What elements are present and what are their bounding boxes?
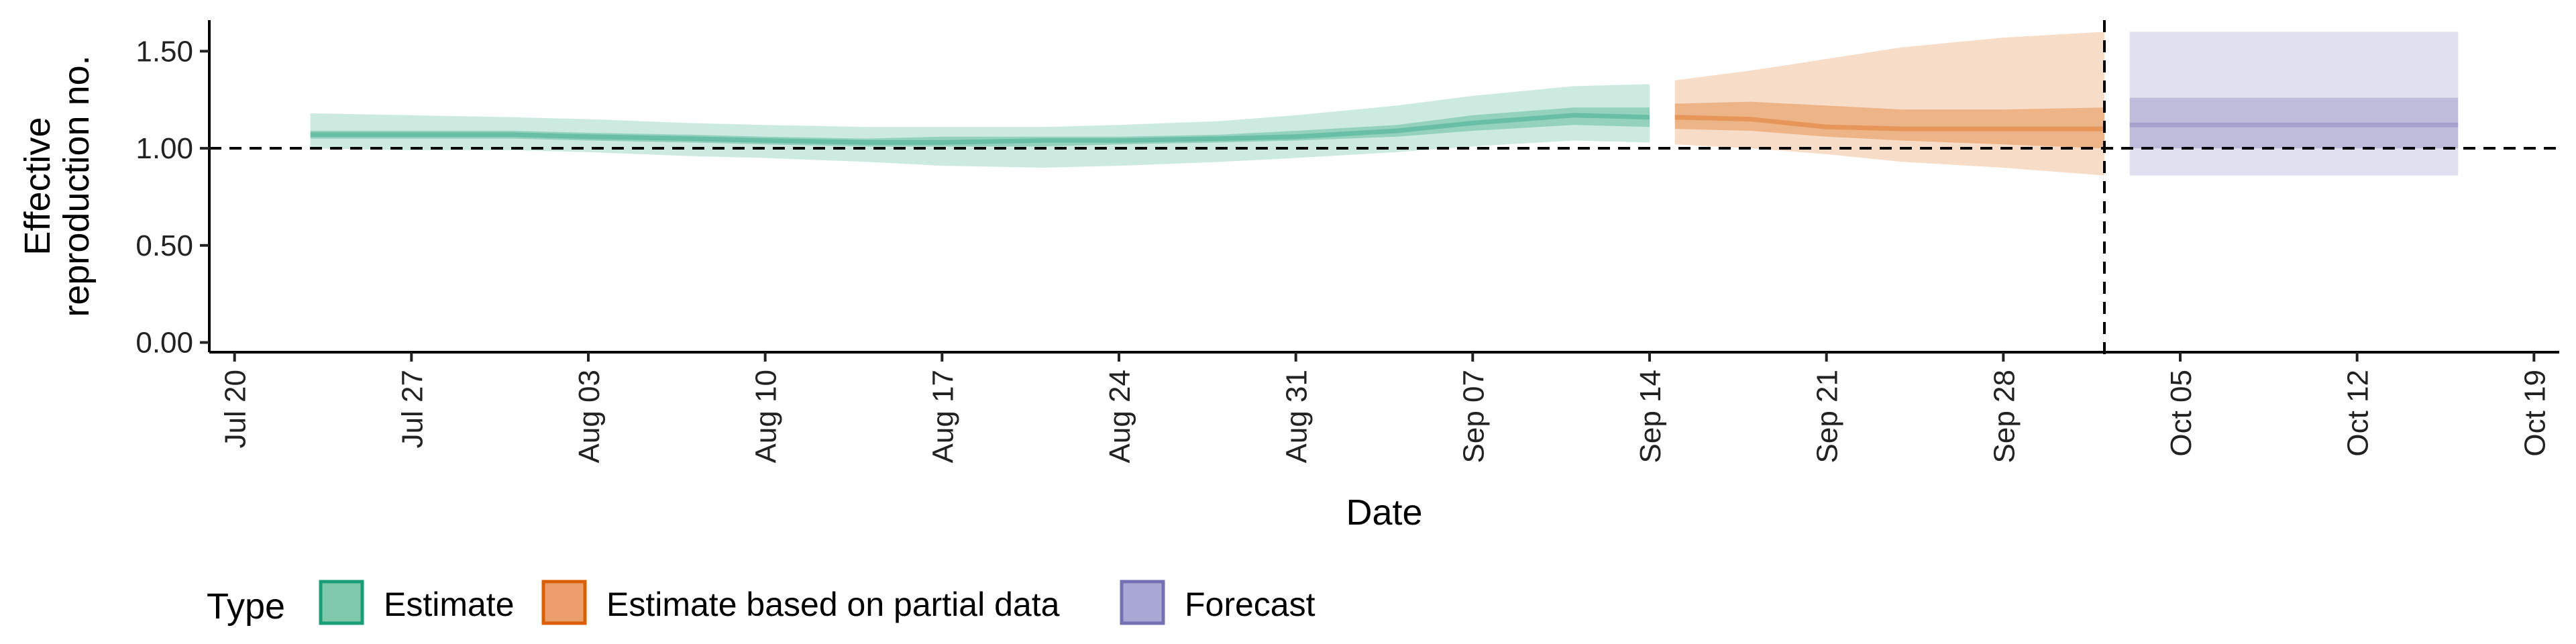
median-band-estimate-based-on-partial-data xyxy=(1674,115,2104,131)
x-tick-label: Oct 12 xyxy=(2342,370,2375,457)
legend-swatch-forecast xyxy=(1120,580,1165,625)
x-axis-title: Date xyxy=(1346,492,1422,533)
band-50-forecast xyxy=(2129,97,2459,149)
x-tick-label: Jul 27 xyxy=(396,370,429,448)
series-forecast xyxy=(2129,32,2459,176)
x-tick-label: Aug 24 xyxy=(1104,370,1136,463)
x-tick-label: Oct 05 xyxy=(2165,370,2198,457)
band-90-estimate xyxy=(310,84,1650,168)
band-90-forecast xyxy=(2129,32,2459,176)
x-tick-label: Oct 19 xyxy=(2518,370,2551,457)
y-tick-label: 0.00 xyxy=(136,327,193,360)
x-tick-label: Aug 03 xyxy=(573,370,606,463)
series-estimate xyxy=(310,84,1650,168)
x-tick-label: Sep 07 xyxy=(1457,370,1490,463)
band-90-estimate-based-on-partial-data xyxy=(1674,32,2104,176)
legend-label-estimate: Estimate xyxy=(384,586,515,623)
band-50-estimate-based-on-partial-data xyxy=(1674,101,2104,149)
x-tick-label: Sep 21 xyxy=(1811,370,1844,463)
legend-label-forecast: Forecast xyxy=(1185,586,1316,623)
band-50-estimate xyxy=(310,107,1650,147)
y-tick-label: 1.50 xyxy=(136,35,193,68)
legend-swatch-estimate xyxy=(319,580,364,625)
x-tick-label: Aug 17 xyxy=(926,370,959,463)
median-band-estimate xyxy=(310,113,1650,145)
y-tick-label: 1.00 xyxy=(136,132,193,165)
y-axis-title: Effectivereproduction no. xyxy=(17,55,97,317)
y-tick-label: 0.50 xyxy=(136,229,193,262)
x-tick-label: Sep 28 xyxy=(1988,370,2021,463)
x-tick-label: Jul 20 xyxy=(219,370,252,448)
legend-swatch-estimate-based-on-partial-data xyxy=(541,580,587,625)
x-tick-label: Aug 31 xyxy=(1281,370,1313,463)
legend: Type Estimate Estimate based on partial da… xyxy=(207,580,1316,627)
legend-title: Type xyxy=(207,586,285,627)
legend-label-estimate-based-on-partial-data: Estimate based on partial data xyxy=(606,586,1060,623)
median-band-forecast xyxy=(2129,122,2459,127)
series-estimate-based-on-partial-data xyxy=(1674,32,2104,176)
y-axis-title-line: Effective xyxy=(17,117,58,255)
x-tick-label: Aug 10 xyxy=(750,370,783,463)
series-layer xyxy=(310,32,2459,176)
y-axis-title-line: reproduction no. xyxy=(56,55,97,317)
x-tick-label: Sep 14 xyxy=(1634,370,1667,463)
